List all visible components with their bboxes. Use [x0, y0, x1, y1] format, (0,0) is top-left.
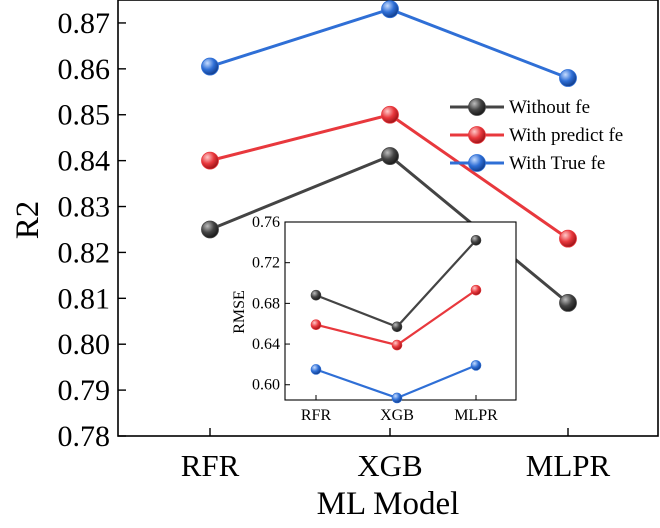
- main-data-point: [201, 151, 219, 170]
- inset-data-point: [310, 319, 322, 331]
- inset-data-point: [470, 235, 482, 246]
- inset-x-tick-label: XGB: [380, 407, 414, 424]
- inset-data-point: [391, 392, 403, 404]
- inset-x-tick-label: RFR: [301, 407, 332, 424]
- legend-marker: [468, 126, 486, 144]
- main-y-tick-label: 0.83: [58, 191, 111, 224]
- inset-y-axis-title: RMSE: [231, 290, 248, 334]
- main-y-tick-label: 0.80: [58, 328, 111, 361]
- main-data-point: [381, 147, 399, 165]
- main-data-point: [381, 0, 399, 19]
- inset-data-point: [470, 360, 482, 371]
- inset-data-point: [391, 321, 403, 333]
- inset-data-point: [310, 289, 322, 301]
- main-x-tick-label: XGB: [357, 448, 422, 483]
- legend-label: Without fe: [509, 97, 590, 118]
- main-y-tick-label: 0.86: [58, 53, 111, 86]
- main-y-tick-label: 0.84: [58, 145, 111, 178]
- inset-data-point: [391, 339, 403, 351]
- inset-data-point: [470, 284, 482, 296]
- main-plot-frame: [117, 0, 659, 437]
- main-data-point: [559, 294, 577, 312]
- inset-y-tick-label: 0.72: [252, 255, 280, 272]
- main-y-tick-label: 0.82: [58, 236, 111, 269]
- main-x-axis-title: ML Model: [317, 486, 460, 522]
- inset-y-ticks: 0.60 0.64 0.68 0.72 0.76: [252, 214, 290, 394]
- legend: Without fe With predict fe With True fe: [450, 97, 623, 174]
- main-data-point: [559, 69, 577, 87]
- main-y-axis-title: R2: [10, 201, 46, 240]
- legend-label: With True fe: [509, 153, 605, 174]
- main-x-tick-label: MLPR: [526, 448, 611, 483]
- main-y-tick-label: 0.87: [58, 7, 111, 40]
- main-data-point: [201, 220, 219, 239]
- main-y-tick-label: 0.81: [58, 282, 111, 315]
- inset-x-tick-label: MLPR: [454, 407, 498, 424]
- main-series-group: [201, 0, 577, 312]
- main-series-line: [209, 7, 569, 80]
- main-data-point: [201, 57, 219, 76]
- inset-y-tick-label: 0.64: [252, 336, 280, 353]
- inset-y-tick-label: 0.68: [252, 295, 280, 312]
- legend-marker: [468, 154, 486, 172]
- inset-data-point: [310, 364, 322, 375]
- main-data-point: [381, 105, 399, 124]
- main-y-ticks: 0.78 0.79 0.80 0.81 0.82 0.83 0.84 0.85 0.86 0.87: [58, 7, 126, 453]
- main-x-tick-label: RFR: [181, 448, 240, 483]
- main-y-tick-label: 0.79: [58, 374, 111, 407]
- inset-x-ticks: RFR XGB MLPR: [301, 395, 498, 424]
- main-y-tick-label: 0.85: [58, 99, 111, 132]
- main-x-ticks: RFR XGB MLPR: [181, 428, 611, 483]
- main-y-tick-label: 0.78: [58, 420, 111, 453]
- main-data-point: [559, 229, 577, 248]
- inset-series-group: [310, 235, 482, 404]
- inset-y-tick-label: 0.76: [252, 214, 280, 231]
- legend-label: With predict fe: [509, 125, 623, 146]
- legend-marker: [468, 98, 486, 116]
- inset-y-tick-label: 0.60: [252, 377, 280, 394]
